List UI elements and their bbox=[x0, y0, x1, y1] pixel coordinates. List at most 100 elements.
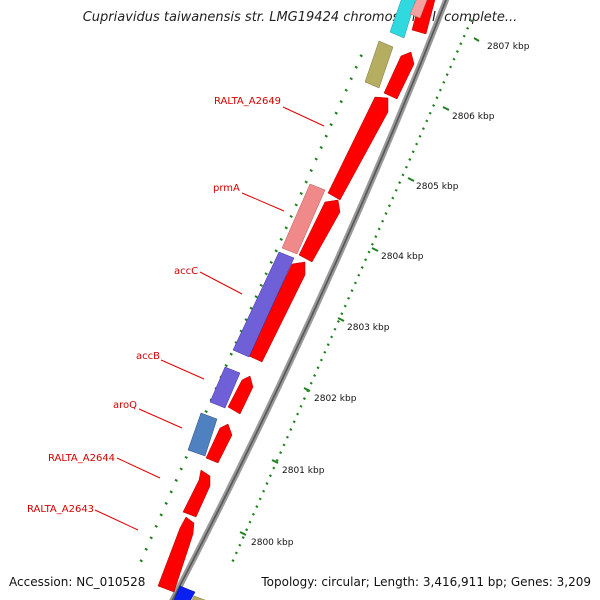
outer-dot-3 bbox=[344, 88, 348, 92]
tick-mark-2803 bbox=[337, 317, 345, 322]
ruler-dot-24 bbox=[387, 204, 391, 208]
gene-prmA[interactable] bbox=[281, 183, 326, 255]
ruler-dot-8 bbox=[442, 80, 446, 84]
outer-dot-5 bbox=[334, 111, 338, 115]
ruler-dot-56 bbox=[279, 451, 283, 455]
ruler-dot-0 bbox=[469, 19, 473, 23]
gene-olive-bottom[interactable] bbox=[190, 595, 206, 600]
gene-label-RALTA_A2643[interactable]: RALTA_A2643 bbox=[27, 504, 94, 515]
ruler-dot-13 bbox=[425, 119, 429, 123]
tick-mark-2801 bbox=[271, 459, 279, 464]
gene-inner-2801[interactable] bbox=[205, 423, 233, 464]
ruler-dot-66 bbox=[245, 528, 249, 532]
outer-dot-44 bbox=[139, 559, 143, 563]
ruler-dot-69 bbox=[234, 551, 238, 555]
gene-RALTA_A2644[interactable] bbox=[182, 469, 211, 518]
tick-label-2806: 2806 kbp bbox=[452, 112, 495, 122]
outer-dot-42 bbox=[149, 536, 153, 540]
ruler-dot-67 bbox=[241, 536, 245, 539]
outer-dot-7 bbox=[324, 134, 328, 138]
outer-dot-31 bbox=[204, 409, 208, 414]
outer-dot-18 bbox=[269, 260, 273, 264]
outer-dot-22 bbox=[249, 306, 253, 310]
outer-dot-11 bbox=[304, 180, 308, 184]
outer-dot-0 bbox=[359, 54, 363, 58]
ruler-dot-26 bbox=[381, 219, 385, 223]
ruler-dot-42 bbox=[326, 343, 330, 347]
ruler-dot-47 bbox=[309, 381, 313, 385]
gene-inner-2805[interactable] bbox=[327, 96, 389, 201]
leader-accC bbox=[199, 271, 243, 295]
ruler-dot-34 bbox=[353, 281, 357, 285]
gene-label-RALTA_A2649[interactable]: RALTA_A2649 bbox=[214, 96, 281, 107]
ruler-dot-9 bbox=[438, 88, 442, 92]
ruler-dot-39 bbox=[336, 320, 340, 323]
outer-dot-1 bbox=[354, 65, 358, 69]
ruler-dot-44 bbox=[319, 358, 323, 362]
gene-blue-bottom[interactable] bbox=[172, 585, 196, 600]
ruler-dot-31 bbox=[364, 258, 368, 262]
outer-dot-14 bbox=[289, 214, 293, 219]
tick-label-2803: 2803 kbp bbox=[347, 323, 390, 333]
ruler-dot-10 bbox=[435, 96, 439, 100]
outer-dot-20 bbox=[259, 283, 263, 287]
tick-label-2801: 2801 kbp bbox=[282, 466, 325, 476]
inner-strand-genes bbox=[205, 0, 436, 464]
ruler-dot-46 bbox=[313, 374, 317, 377]
gene-olive[interactable] bbox=[364, 40, 394, 89]
ruler-dot-22 bbox=[394, 188, 398, 192]
gene-label-prmA[interactable]: prmA bbox=[213, 183, 240, 194]
ruler-dot-59 bbox=[268, 474, 272, 478]
outer-dot-8 bbox=[319, 145, 323, 150]
gene-RALTA_A2643[interactable] bbox=[157, 516, 195, 593]
outer-dot-19 bbox=[264, 272, 268, 276]
gene-inner-2803[interactable] bbox=[248, 261, 306, 363]
outer-dot-21 bbox=[254, 295, 258, 299]
outer-dot-9 bbox=[314, 157, 318, 161]
outer-strand-genes bbox=[157, 0, 430, 600]
gene-label-RALTA_A2644[interactable]: RALTA_A2644 bbox=[48, 453, 115, 464]
outer-dot-43 bbox=[144, 547, 148, 551]
gene-accB[interactable] bbox=[209, 366, 241, 409]
gene-accC[interactable] bbox=[232, 251, 295, 358]
ruler-dot-65 bbox=[248, 520, 252, 524]
gene-label-accC[interactable]: accC bbox=[174, 266, 198, 277]
gene-inner-2806[interactable] bbox=[383, 51, 415, 100]
outer-dot-36 bbox=[179, 467, 183, 471]
ruler-dot-58 bbox=[272, 466, 276, 470]
ruler-dot-17 bbox=[411, 150, 415, 154]
ruler-dot-23 bbox=[391, 196, 395, 200]
ruler-labels: 2807 kbp 2806 kbp 2805 kbp 2804 kbp 2803… bbox=[251, 42, 530, 548]
outer-dot-10 bbox=[309, 168, 313, 173]
ruler-dot-14 bbox=[421, 127, 425, 131]
gene-pink-top[interactable] bbox=[409, 0, 430, 19]
outer-dot-27 bbox=[224, 364, 228, 368]
tick-label-2805: 2805 kbp bbox=[416, 182, 459, 192]
outer-track-ticks bbox=[139, 54, 363, 563]
ruler-dot-30 bbox=[367, 250, 371, 254]
gene-inner-2804[interactable] bbox=[298, 199, 341, 263]
outer-dot-6 bbox=[329, 123, 333, 127]
ruler-dot-3 bbox=[459, 42, 463, 46]
gene-cyan[interactable] bbox=[389, 0, 418, 39]
gene-aroQ[interactable] bbox=[187, 412, 218, 457]
chromosome-backbone-highlight bbox=[171, 0, 447, 600]
ruler-dot-41 bbox=[330, 335, 334, 339]
outer-dot-26 bbox=[229, 352, 233, 356]
gene-label-aroQ[interactable]: aroQ bbox=[113, 400, 137, 411]
ruler-dot-54 bbox=[285, 435, 289, 439]
ruler-dot-4 bbox=[455, 50, 459, 53]
ruler-minor-ticks bbox=[231, 19, 473, 563]
ruler-dot-29 bbox=[370, 242, 374, 246]
ruler-dot-61 bbox=[262, 489, 266, 493]
ruler-dot-2 bbox=[462, 34, 466, 38]
outer-dot-2 bbox=[349, 77, 353, 81]
outer-dot-35 bbox=[184, 455, 188, 460]
gene-label-accB[interactable]: accB bbox=[136, 351, 160, 362]
tick-mark-2805 bbox=[407, 177, 415, 182]
tick-label-2802: 2802 kbp bbox=[314, 394, 357, 404]
ruler-dot-57 bbox=[275, 458, 279, 462]
ruler-dot-19 bbox=[404, 165, 408, 169]
gene-inner-2802[interactable] bbox=[227, 375, 254, 415]
ruler-dot-35 bbox=[350, 289, 354, 293]
